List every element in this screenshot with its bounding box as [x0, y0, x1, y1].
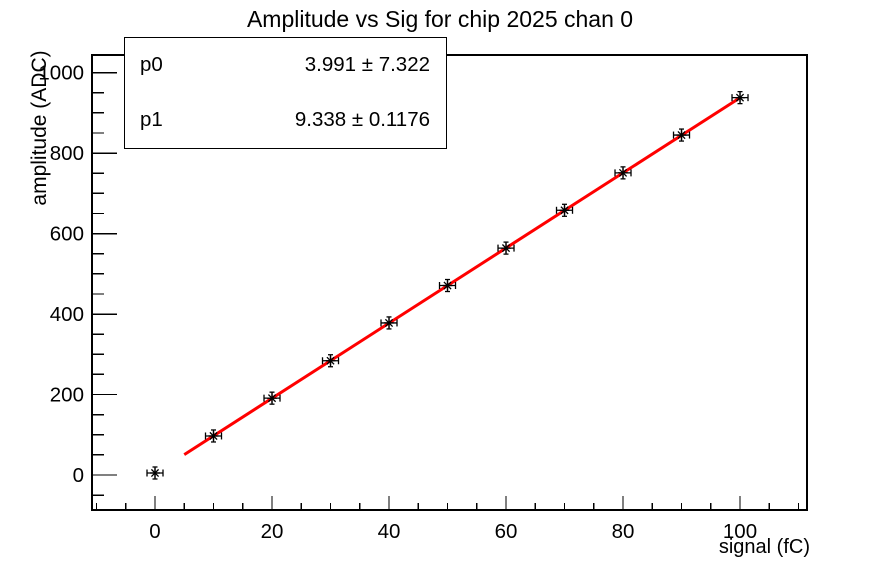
data-point[interactable] — [731, 90, 749, 105]
data-point-stroke — [443, 281, 452, 290]
y-tick-label: 600 — [50, 223, 84, 246]
param-p0-value: 3.991 ± 7.322 — [304, 53, 430, 77]
x-tick-label: 40 — [378, 520, 401, 543]
y-tick-label: 1000 — [38, 62, 84, 85]
data-point[interactable] — [497, 241, 515, 255]
x-tick-label: 80 — [612, 520, 635, 543]
param-p0-name: p0 — [140, 53, 163, 77]
data-point-stroke — [209, 431, 218, 441]
data-point[interactable] — [321, 354, 340, 368]
chart-title: Amplitude vs Sig for chip 2025 chan 0 — [246, 6, 634, 32]
stats-row-p1: p1 9.338 ± 0.1176 — [125, 110, 446, 131]
data-point[interactable] — [672, 128, 691, 142]
data-point[interactable] — [263, 391, 281, 405]
data-point-stroke — [326, 356, 335, 365]
fit-stats-box[interactable]: p0 3.991 ± 7.322 p1 9.338 ± 0.1176 — [124, 37, 447, 149]
x-axis-title: signal (fC) — [718, 536, 810, 558]
plot-frame — [91, 54, 808, 511]
x-tick-label: 100 — [723, 520, 757, 543]
y-tick-label: 200 — [50, 384, 84, 407]
data-point-stroke — [150, 468, 160, 478]
data-point-stroke — [267, 394, 277, 403]
data-point[interactable] — [380, 316, 398, 330]
x-tick-label: 60 — [495, 520, 518, 543]
data-point-stroke — [735, 93, 745, 102]
stats-row-p0: p0 3.991 ± 7.322 — [125, 55, 446, 76]
y-tick-label: 0 — [73, 464, 84, 487]
data-point[interactable] — [146, 466, 164, 480]
data-point-stroke — [618, 168, 628, 177]
data-point[interactable] — [204, 429, 223, 443]
param-p1-value: 9.338 ± 0.1176 — [294, 108, 430, 132]
x-tick-label: 20 — [261, 520, 284, 543]
fit-line — [183, 96, 741, 456]
data-point[interactable] — [438, 278, 457, 293]
y-axis-title: amplitude (ADC) — [28, 50, 51, 206]
param-p1-name: p1 — [140, 108, 163, 132]
data-point-stroke — [677, 130, 686, 140]
y-tick-label: 800 — [50, 142, 84, 165]
data-point-stroke — [384, 318, 394, 327]
data-point-stroke — [560, 206, 569, 215]
y-tick-label: 400 — [50, 303, 84, 326]
x-tick-label: 0 — [149, 520, 160, 543]
data-point[interactable] — [555, 203, 574, 217]
data-point-stroke — [501, 244, 511, 253]
data-point[interactable] — [614, 166, 632, 180]
